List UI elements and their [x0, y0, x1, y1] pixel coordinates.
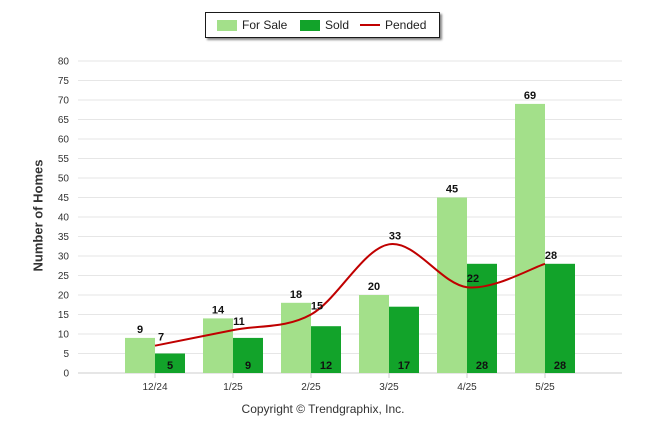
pended-data-label: 11 — [233, 316, 245, 328]
sold-data-label: 5 — [167, 360, 173, 372]
y-tick-label: 70 — [58, 96, 70, 107]
pended-line — [154, 243, 546, 347]
x-tick-label: 3/25 — [379, 382, 399, 393]
sold-data-label: 9 — [245, 360, 251, 372]
bar-sold — [389, 306, 419, 373]
bar-sold — [155, 353, 185, 373]
bar-for-sale — [515, 103, 545, 374]
y-tick-label: 80 — [58, 57, 70, 68]
legend-item-for-sale[interactable]: For Sale — [217, 18, 287, 32]
legend-label-sold: Sold — [325, 18, 350, 32]
y-tick-label: 0 — [63, 369, 69, 380]
for-sale-data-label: 9 — [137, 324, 143, 336]
for-sale-data-label: 45 — [446, 184, 458, 196]
y-tick-label: 15 — [58, 310, 70, 321]
bar-for-sale — [125, 337, 155, 373]
for-sale-data-label: 18 — [290, 289, 302, 301]
legend-label-for-sale: For Sale — [242, 18, 288, 32]
y-tick-label: 55 — [58, 154, 70, 165]
x-tick-label: 4/25 — [457, 382, 477, 393]
x-tick-label: 12/24 — [142, 382, 167, 393]
legend-item-sold[interactable]: Sold — [300, 18, 349, 32]
copyright-text: Copyright © Trendgraphix, Inc. — [241, 402, 405, 416]
pended-data-label: 22 — [467, 273, 479, 285]
sold-data-label: 28 — [476, 360, 488, 372]
y-tick-label: 30 — [58, 252, 70, 263]
y-tick-label: 60 — [58, 135, 70, 146]
pended-data-label: 7 — [158, 332, 164, 344]
y-tick-label: 50 — [58, 174, 70, 185]
y-tick-label: 10 — [58, 330, 70, 341]
bar-sold — [233, 337, 263, 373]
for-sale-data-label: 69 — [524, 90, 536, 102]
bar-for-sale — [359, 295, 389, 373]
sold-data-label: 12 — [320, 360, 332, 372]
y-tick-label: 45 — [58, 193, 70, 204]
y-tick-label: 20 — [58, 291, 70, 302]
bar-sold — [467, 263, 497, 373]
sold-data-label: 17 — [398, 360, 410, 372]
x-tick-label: 2/25 — [301, 382, 321, 393]
for-sale-swatch-icon — [217, 19, 237, 31]
y-tick-label: 40 — [58, 213, 70, 224]
sold-swatch-icon — [300, 19, 320, 31]
legend-label-pended: Pended — [385, 18, 427, 32]
pended-data-label: 33 — [389, 230, 401, 242]
pended-data-label: 28 — [545, 250, 557, 262]
y-tick-label: 75 — [58, 76, 70, 87]
y-tick-label: 25 — [58, 271, 70, 282]
x-tick-label: 1/25 — [223, 382, 243, 393]
legend-item-pended[interactable]: Pended — [360, 18, 426, 32]
bar-sold — [311, 326, 341, 373]
pended-line-icon — [360, 24, 380, 26]
sold-data-label: 28 — [554, 360, 566, 372]
for-sale-data-label: 20 — [368, 281, 380, 293]
bar-for-sale — [281, 302, 311, 373]
legend: For Sale Sold Pended — [205, 12, 440, 38]
for-sale-data-label: 14 — [212, 304, 225, 316]
y-tick-label: 35 — [58, 232, 70, 243]
pended-data-label: 15 — [311, 301, 323, 313]
x-tick-label: 5/25 — [535, 382, 555, 393]
bar-sold — [545, 263, 575, 373]
y-tick-label: 5 — [63, 349, 69, 360]
bar-for-sale — [203, 318, 233, 373]
y-tick-label: 65 — [58, 115, 70, 126]
